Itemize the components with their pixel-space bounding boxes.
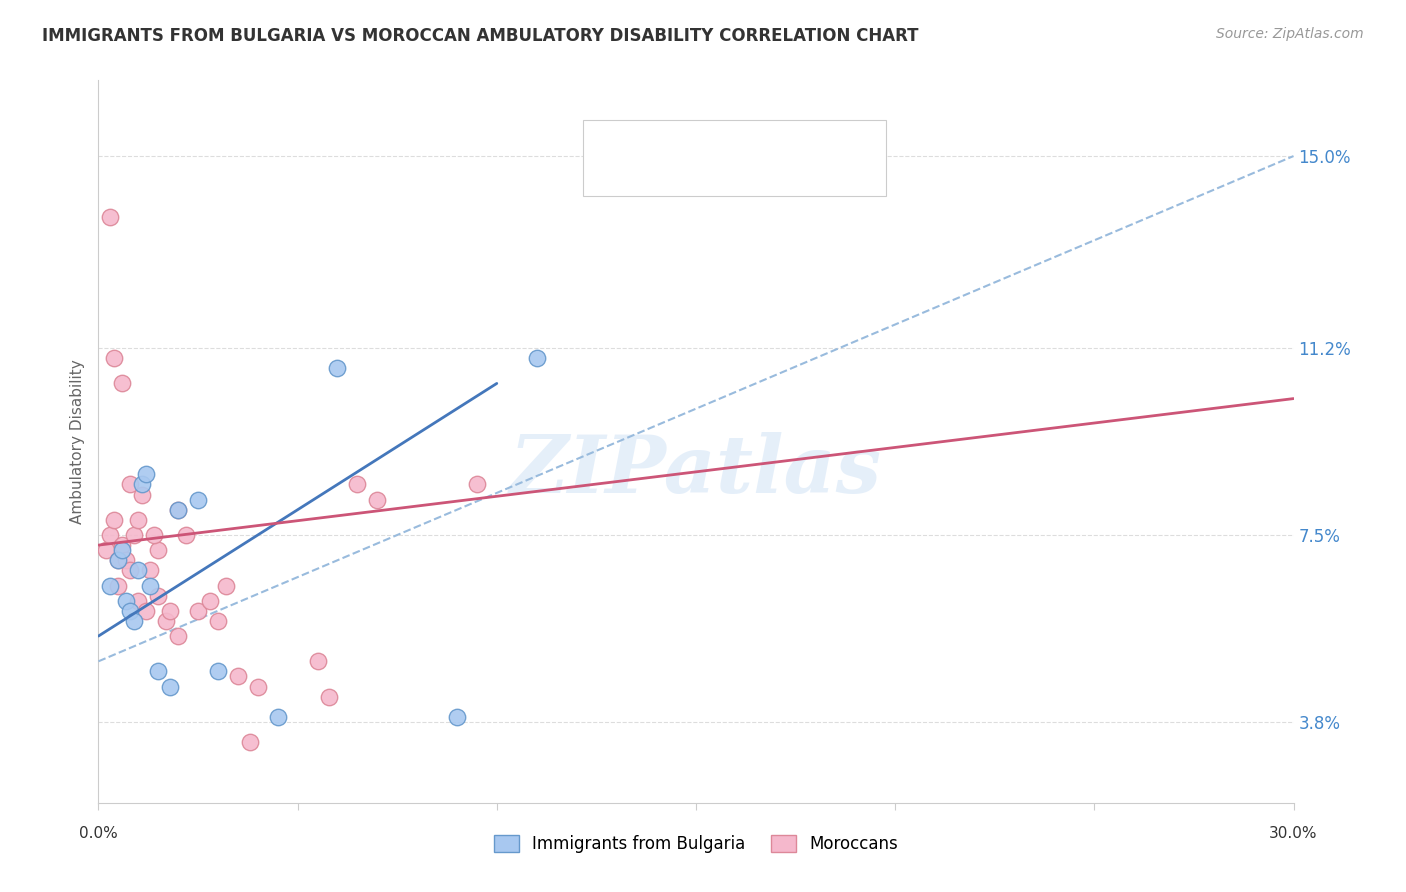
Point xyxy=(207,665,229,679)
Point xyxy=(107,553,129,567)
Text: 38: 38 xyxy=(779,166,801,184)
Text: R =: R = xyxy=(631,133,668,151)
Point xyxy=(107,578,129,592)
Point xyxy=(131,477,153,491)
Text: 0.342: 0.342 xyxy=(673,133,727,151)
Point xyxy=(346,477,368,491)
Point xyxy=(148,665,170,679)
Point xyxy=(207,614,229,628)
Point xyxy=(103,513,125,527)
Point xyxy=(148,543,170,558)
Point xyxy=(98,578,122,592)
Point xyxy=(167,502,190,516)
Text: 0.180: 0.180 xyxy=(673,166,725,184)
Point xyxy=(135,467,157,482)
Text: ZIPatlas: ZIPatlas xyxy=(510,432,882,509)
Point xyxy=(215,578,238,592)
Point xyxy=(111,538,134,552)
Text: 0.0%: 0.0% xyxy=(79,825,118,840)
Point xyxy=(465,477,488,491)
Point xyxy=(246,680,269,694)
Point xyxy=(111,543,134,558)
Point xyxy=(446,710,468,724)
Point xyxy=(167,502,190,516)
Text: Source: ZipAtlas.com: Source: ZipAtlas.com xyxy=(1216,27,1364,41)
Point xyxy=(187,492,209,507)
Legend: Immigrants from Bulgaria, Moroccans: Immigrants from Bulgaria, Moroccans xyxy=(488,828,904,860)
Point xyxy=(239,735,262,749)
Point xyxy=(127,563,149,577)
Point xyxy=(366,492,388,507)
Point xyxy=(226,669,249,683)
Point xyxy=(307,654,329,668)
Point xyxy=(135,604,157,618)
Point xyxy=(124,528,146,542)
Point xyxy=(267,710,290,724)
Point xyxy=(103,351,125,366)
Point xyxy=(167,629,190,643)
Text: 19: 19 xyxy=(779,133,801,151)
Point xyxy=(96,543,118,558)
Point xyxy=(139,578,162,592)
Point xyxy=(198,593,221,607)
Text: N =: N = xyxy=(737,133,773,151)
Text: N =: N = xyxy=(737,166,773,184)
Point xyxy=(127,513,149,527)
Point xyxy=(318,690,340,704)
Point xyxy=(326,361,349,376)
Point xyxy=(107,553,129,567)
Text: R =: R = xyxy=(631,166,668,184)
Point xyxy=(120,604,142,618)
Point xyxy=(155,614,177,628)
Y-axis label: Ambulatory Disability: Ambulatory Disability xyxy=(70,359,86,524)
Point xyxy=(143,528,166,542)
Point xyxy=(120,563,142,577)
Point xyxy=(98,210,122,224)
Point xyxy=(159,680,181,694)
Point xyxy=(124,614,146,628)
Point xyxy=(148,589,170,603)
Text: IMMIGRANTS FROM BULGARIA VS MOROCCAN AMBULATORY DISABILITY CORRELATION CHART: IMMIGRANTS FROM BULGARIA VS MOROCCAN AMB… xyxy=(42,27,918,45)
Point xyxy=(174,528,197,542)
Text: 30.0%: 30.0% xyxy=(1270,825,1317,840)
Point xyxy=(131,487,153,501)
Point xyxy=(127,593,149,607)
Point xyxy=(526,351,548,366)
Point xyxy=(159,604,181,618)
Point xyxy=(120,477,142,491)
Point xyxy=(98,528,122,542)
Point xyxy=(111,376,134,391)
Point xyxy=(139,563,162,577)
Point xyxy=(115,553,138,567)
Point xyxy=(115,593,138,607)
Point xyxy=(187,604,209,618)
